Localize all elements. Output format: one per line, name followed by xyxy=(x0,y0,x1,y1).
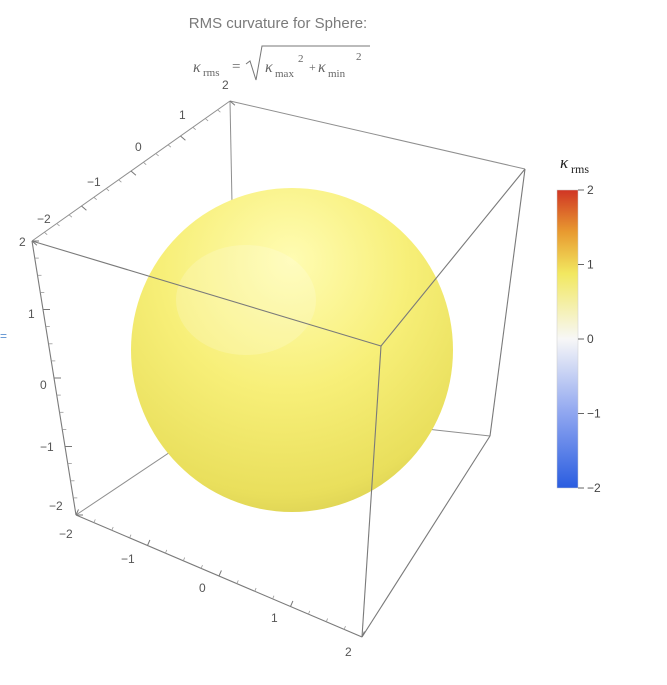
bottom-axis-tick xyxy=(200,565,203,569)
formula-equals: = xyxy=(232,59,240,75)
bottom-axis-tick xyxy=(254,587,257,592)
box-edge-right-vertical xyxy=(489,168,526,437)
top-axis-tick xyxy=(143,161,147,166)
bottom-axis-tick xyxy=(361,631,365,638)
bottom-axis-tick xyxy=(325,618,328,622)
box-edge-front-top-right xyxy=(380,168,526,347)
formula: κ rms = κ max 2 + κ min 2 xyxy=(193,45,370,81)
bottom-axis-tick xyxy=(182,557,186,561)
tick-label-left-neg1: −1 xyxy=(40,440,54,454)
legend-tick-label: 2 xyxy=(587,183,594,197)
top-axis-tick xyxy=(118,179,122,183)
top-axis-tick xyxy=(167,144,172,148)
axis-left-labels: 2 1 0 −1 −2 xyxy=(19,235,63,513)
legend-tick-label: −1 xyxy=(587,407,601,421)
legend-tick-label: −2 xyxy=(587,481,601,495)
top-axis-tick xyxy=(68,214,73,218)
top-axis-tick xyxy=(81,205,87,211)
tick-label-bottom-2: 2 xyxy=(345,645,352,659)
legend-tick-label: 1 xyxy=(587,258,594,272)
tick-label-left-2: 2 xyxy=(19,235,26,249)
bottom-axis-tick xyxy=(272,595,275,600)
bottom-axis-tick xyxy=(308,610,311,615)
top-axis-tick xyxy=(229,100,236,106)
tick-label-left-0: 0 xyxy=(40,378,47,392)
formula-term1-sub: max xyxy=(275,68,294,80)
formula-term2-sup: 2 xyxy=(356,51,362,63)
chart-title: RMS curvature for Sphere: xyxy=(189,15,367,32)
top-axis-tick xyxy=(217,109,221,113)
tick-label-bottom-neg2: −2 xyxy=(59,527,73,541)
axis-ticks xyxy=(31,100,365,638)
sphere-highlight xyxy=(176,245,316,355)
box-edge-front-bottom-right xyxy=(361,435,491,638)
legend-title-sub: rms xyxy=(571,162,589,176)
formula-lhs-sub: rms xyxy=(203,67,220,79)
tick-label-bottom-0: 0 xyxy=(199,581,206,595)
tick-label-top-1: 1 xyxy=(179,108,186,122)
box-edge-back-top-right xyxy=(229,100,526,170)
box-edge-front-top xyxy=(31,240,382,347)
tick-label-left-1: 1 xyxy=(28,307,35,321)
bottom-axis-tick xyxy=(343,626,346,630)
formula-term1-sup: 2 xyxy=(298,53,304,65)
bottom-axis-tick xyxy=(93,519,96,523)
tick-label-top-0: 0 xyxy=(135,140,142,154)
tick-label-bottom-neg1: −1 xyxy=(121,552,135,566)
top-axis-tick xyxy=(180,135,186,141)
top-axis-tick xyxy=(31,240,38,246)
formula-term2: κ xyxy=(318,59,326,76)
legend: κ rms 2 1 0 −1 −2 xyxy=(556,153,601,495)
bottom-axis-tick xyxy=(218,570,222,577)
legend-colorbar xyxy=(556,189,579,489)
formula-lhs: κ xyxy=(193,59,201,76)
axis-bottom-labels: −2 −1 0 1 2 xyxy=(59,527,352,659)
top-axis-tick xyxy=(93,196,97,201)
top-axis-tick xyxy=(155,153,159,157)
bottom-axis-tick xyxy=(165,549,168,554)
legend-tick-label: 0 xyxy=(587,332,594,346)
top-axis-tick xyxy=(130,170,137,176)
tick-label-top-neg1: −1 xyxy=(87,175,101,189)
tick-label-top-2: 2 xyxy=(222,78,229,92)
top-axis-tick xyxy=(205,118,209,122)
side-marker: = xyxy=(0,329,7,343)
axis-top-labels: −2 −1 0 1 2 xyxy=(37,78,229,226)
top-axis-tick xyxy=(106,188,110,192)
formula-plus: + xyxy=(309,60,316,74)
top-axis-tick xyxy=(56,223,60,227)
box-edge-front-vertical xyxy=(361,345,382,638)
sqrt-sign xyxy=(245,45,370,81)
legend-ticks: 2 1 0 −1 −2 xyxy=(578,183,601,495)
tick-label-top-neg2: −2 xyxy=(37,212,51,226)
formula-term1: κ xyxy=(265,59,273,76)
sphere-surface xyxy=(131,188,453,512)
bottom-axis-tick xyxy=(111,526,114,531)
bottom-axis-tick xyxy=(290,600,294,607)
formula-term2-sub: min xyxy=(328,68,346,80)
tick-label-left-neg2: −2 xyxy=(49,499,63,513)
top-axis-tick xyxy=(44,231,48,236)
bottom-axis-tick xyxy=(75,509,79,516)
bottom-axis-tick xyxy=(129,534,132,539)
bottom-axis-tick xyxy=(147,539,151,546)
top-axis-tick xyxy=(192,126,196,131)
bottom-axis-tick xyxy=(236,580,239,584)
tick-label-bottom-1: 1 xyxy=(271,611,278,625)
legend-title: κ xyxy=(560,153,569,172)
